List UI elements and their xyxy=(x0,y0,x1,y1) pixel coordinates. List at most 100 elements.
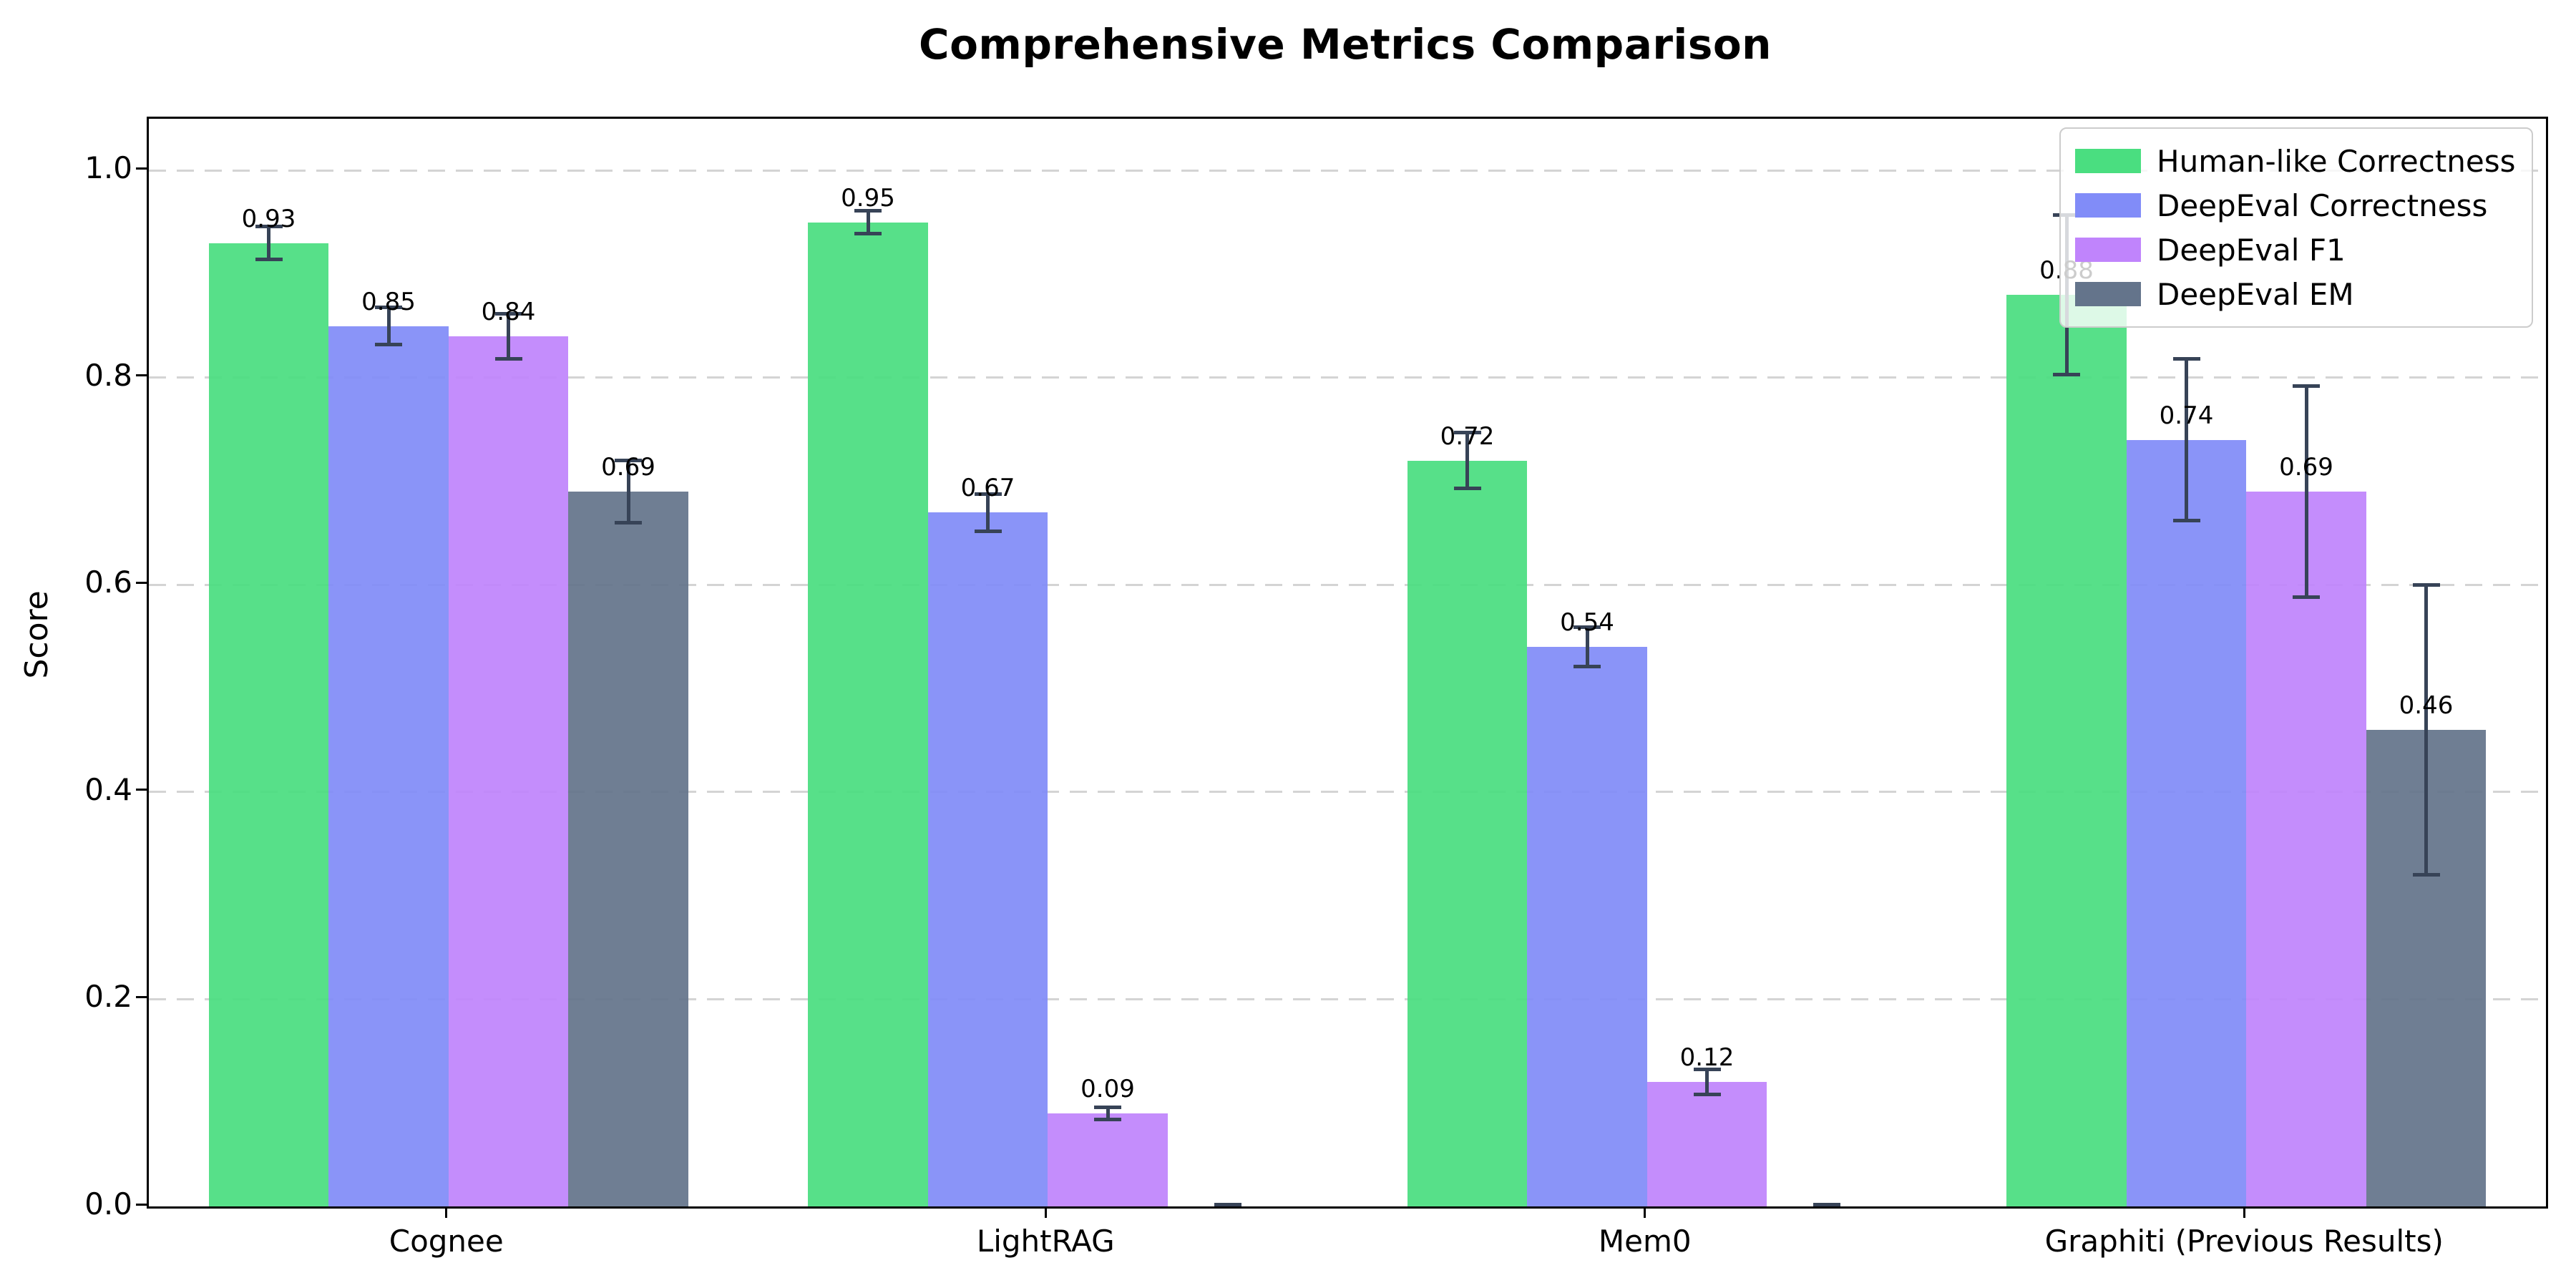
error-bar-cap xyxy=(1813,1206,1840,1209)
gridline xyxy=(149,376,2546,379)
x-tick-label: Mem0 xyxy=(1598,1224,1692,1259)
legend-item: Human-like Correctness xyxy=(2075,139,2524,183)
error-bar xyxy=(2304,386,2308,597)
y-tick-mark xyxy=(136,789,147,791)
bar-value-label: 0.46 xyxy=(2399,691,2454,721)
legend: Human-like Correctness DeepEval Correctn… xyxy=(2059,127,2533,328)
bar-mem0-s2 xyxy=(1646,1082,1767,1206)
bar-value-label: 0.54 xyxy=(1560,608,1614,638)
bar-value-label: 0.93 xyxy=(241,204,296,233)
bar-value-label: 0.09 xyxy=(1080,1074,1135,1103)
y-tick-label: 0.6 xyxy=(84,565,132,600)
error-bar-cap xyxy=(1693,1068,1721,1072)
bar-value-label: 0.69 xyxy=(2279,453,2333,482)
y-tick-label: 1.0 xyxy=(84,150,132,186)
bar-value-label: 0.74 xyxy=(2159,401,2214,430)
error-bar-cap xyxy=(1094,1117,1121,1121)
error-bar xyxy=(2185,358,2188,521)
error-bar xyxy=(386,307,391,345)
legend-item: DeepEval EM xyxy=(2075,272,2524,316)
x-tick-mark xyxy=(1044,1206,1047,1218)
legend-label: DeepEval EM xyxy=(2157,276,2354,312)
error-bar-cap xyxy=(854,209,882,213)
error-bar-cap xyxy=(494,311,522,316)
y-tick-mark xyxy=(136,1203,147,1206)
bar-value-label: 0.95 xyxy=(841,183,895,213)
error-bar-cap xyxy=(1574,665,1601,669)
error-bar xyxy=(267,226,270,260)
x-tick-label: Graphiti (Previous Results) xyxy=(2044,1224,2444,1259)
legend-swatch-icon xyxy=(2075,193,2141,218)
gridline xyxy=(149,791,2546,794)
bar-value-label: 0.84 xyxy=(481,298,536,326)
y-tick-label: 0.2 xyxy=(84,979,132,1015)
y-tick-label: 0.0 xyxy=(84,1186,132,1221)
legend-item: DeepEval F1 xyxy=(2075,228,2524,272)
error-bar-cap xyxy=(1453,431,1481,435)
error-bar-cap xyxy=(2412,873,2440,877)
bar-graphiti-s2 xyxy=(2246,492,2366,1206)
error-bar-cap xyxy=(1214,1206,1241,1209)
legend-swatch-icon xyxy=(2075,238,2141,262)
error-bar-cap xyxy=(2172,357,2200,361)
y-tick-mark xyxy=(136,167,147,170)
x-tick-mark xyxy=(445,1206,448,1218)
bar-cognee-s0 xyxy=(208,243,329,1206)
y-tick-mark xyxy=(136,995,147,998)
error-bar xyxy=(507,313,510,359)
bar-lightrag-s1 xyxy=(927,512,1048,1206)
chart-title: Comprehensive Metrics Comparison xyxy=(919,20,1772,69)
bar-value-label: 0.12 xyxy=(1679,1043,1735,1073)
bar-value-label: 0.69 xyxy=(601,453,655,482)
gridline xyxy=(149,997,2546,1000)
bar-lightrag-s2 xyxy=(1048,1113,1168,1206)
error-bar xyxy=(986,494,990,532)
error-bar xyxy=(1705,1069,1709,1095)
bar-cognee-s1 xyxy=(328,326,449,1206)
error-bar-cap xyxy=(2293,595,2320,600)
bar-value-label: 0.85 xyxy=(361,287,416,316)
legend-label: DeepEval Correctness xyxy=(2157,187,2488,223)
bar-graphiti-s0 xyxy=(2006,295,2127,1206)
error-bar-cap xyxy=(2053,373,2080,377)
error-bar-cap xyxy=(1094,1105,1121,1109)
x-tick-label: Cognee xyxy=(389,1224,504,1259)
y-tick-mark xyxy=(136,374,147,377)
error-bar xyxy=(1106,1107,1110,1120)
error-bar-cap xyxy=(1453,487,1481,491)
bar-graphiti-s1 xyxy=(2126,439,2247,1206)
bar-cognee-s3 xyxy=(568,492,688,1206)
error-bar-cap xyxy=(615,521,642,525)
error-bar-cap xyxy=(854,232,882,236)
y-tick-label: 0.8 xyxy=(84,357,132,393)
error-bar-cap xyxy=(375,305,402,309)
error-bar-cap xyxy=(1574,625,1601,630)
bar-lightrag-s0 xyxy=(808,222,928,1206)
gridline xyxy=(149,583,2546,586)
error-bar-cap xyxy=(255,258,283,262)
bar-value-label: 0.67 xyxy=(960,474,1015,503)
legend-item: DeepEval Correctness xyxy=(2075,183,2524,228)
x-tick-mark xyxy=(1644,1206,1646,1218)
y-tick-label: 0.4 xyxy=(84,771,132,807)
error-bar-cap xyxy=(1693,1093,1721,1097)
error-bar-cap xyxy=(2293,384,2320,388)
x-tick-mark xyxy=(2243,1206,2245,1218)
error-bar xyxy=(866,210,870,234)
error-bar-cap xyxy=(1214,1202,1241,1206)
y-axis-label: Score xyxy=(19,590,56,679)
error-bar xyxy=(626,460,630,523)
bar-mem0-s0 xyxy=(1407,460,1528,1206)
error-bar-cap xyxy=(2412,582,2440,587)
error-bar xyxy=(1465,432,1469,489)
error-bar-cap xyxy=(1813,1202,1840,1206)
error-bar-cap xyxy=(615,459,642,463)
error-bar-cap xyxy=(974,529,1002,533)
bar-value-label: 0.72 xyxy=(1440,421,1495,451)
legend-label: DeepEval F1 xyxy=(2157,232,2346,268)
bar-mem0-s1 xyxy=(1527,647,1647,1206)
error-bar xyxy=(1585,627,1589,667)
legend-swatch-icon xyxy=(2075,282,2141,306)
error-bar xyxy=(2424,585,2428,875)
